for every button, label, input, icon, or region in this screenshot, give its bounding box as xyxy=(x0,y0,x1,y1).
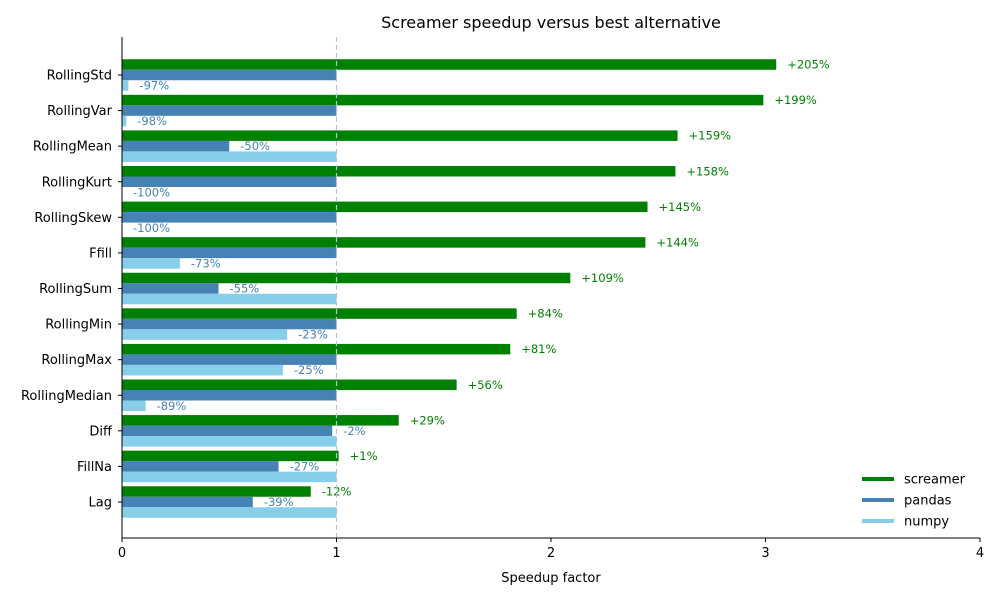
bar-screamer-lag xyxy=(122,486,311,497)
data-label-screamer-rollingkurt: +158% xyxy=(686,164,729,178)
bars-layer xyxy=(122,59,777,518)
bar-numpy-rollingsum xyxy=(122,293,337,305)
y-tick-label: RollingVar xyxy=(47,104,113,119)
bar-pandas-rollingstd xyxy=(122,69,337,81)
bar-numpy-diff xyxy=(122,436,337,447)
bar-pandas-diff xyxy=(122,425,333,437)
data-label-numpy-rollingstd: -97% xyxy=(139,79,169,93)
x-tick-label: 3 xyxy=(761,546,769,561)
bar-screamer-rollingstd xyxy=(122,59,777,70)
data-label-numpy-rollingskew: -100% xyxy=(133,221,170,235)
data-label-numpy-rollingkurt: -100% xyxy=(133,185,170,199)
bar-screamer-rollingsum xyxy=(122,272,571,284)
legend-label-pandas: pandas xyxy=(904,494,952,509)
bar-pandas-rollingmin xyxy=(122,318,337,330)
data-label-screamer-rollingmax: +81% xyxy=(521,342,556,356)
chart-title: Screamer speedup versus best alternative xyxy=(381,13,721,32)
y-tick-label: RollingMax xyxy=(41,353,112,368)
y-tick-label: Lag xyxy=(89,496,112,511)
bar-pandas-rollingmedian xyxy=(122,390,337,401)
bar-pandas-rollingkurt xyxy=(122,176,337,187)
y-tick-label: Ffill xyxy=(89,246,112,261)
legend-label-numpy: numpy xyxy=(904,515,949,530)
y-tick-label: RollingSkew xyxy=(34,211,112,226)
x-tick-label: 1 xyxy=(332,546,340,561)
y-tick-label: FillNa xyxy=(77,460,112,475)
y-tick-label: RollingStd xyxy=(47,69,112,84)
data-label-screamer-ffill: +144% xyxy=(656,235,699,249)
data-label-screamer-diff: +29% xyxy=(410,413,445,427)
bar-screamer-ffill xyxy=(122,237,646,248)
bar-numpy-ffill xyxy=(122,258,180,269)
y-tick-label: RollingMean xyxy=(33,140,112,155)
bar-numpy-rollingstd xyxy=(122,80,129,91)
bar-numpy-lag xyxy=(122,507,337,518)
y-tick-label: Diff xyxy=(89,424,113,439)
data-label-screamer-rollingvar: +199% xyxy=(774,93,817,107)
bar-pandas-ffill xyxy=(122,247,337,259)
y-tick-label: RollingMin xyxy=(45,318,112,333)
bar-numpy-rollingvar xyxy=(122,115,127,127)
bar-screamer-rollingmedian xyxy=(122,379,457,390)
bar-pandas-rollingmean xyxy=(122,140,230,152)
y-tick-label: RollingSum xyxy=(39,282,112,297)
bar-screamer-rollingskew xyxy=(122,201,648,213)
legend: screamer pandas numpy xyxy=(862,473,966,530)
bar-numpy-fillna xyxy=(122,471,337,483)
bar-screamer-rollingkurt xyxy=(122,166,676,177)
bar-screamer-fillna xyxy=(122,450,339,462)
data-label-screamer-fillna: +1% xyxy=(350,449,378,463)
data-labels-layer: +205% -97% +199% -98% +159% -50% +158% -100% +14… xyxy=(133,58,830,510)
x-tick-label: 0 xyxy=(118,546,126,561)
data-label-screamer-rollingmean: +159% xyxy=(689,129,732,143)
bar-screamer-rollingmin xyxy=(122,308,517,319)
bar-numpy-rollingmean xyxy=(122,151,337,162)
data-label-screamer-rollingmedian: +56% xyxy=(468,378,503,392)
data-label-pandas-lag: -39% xyxy=(264,495,294,509)
bar-screamer-rollingvar xyxy=(122,94,764,106)
y-tick-label: RollingMedian xyxy=(21,389,112,404)
bar-pandas-lag xyxy=(122,496,253,508)
bar-pandas-rollingvar xyxy=(122,105,337,116)
x-tick-label: 2 xyxy=(547,546,555,561)
y-tick-label: RollingKurt xyxy=(42,175,112,190)
legend-label-screamer: screamer xyxy=(904,473,966,488)
bar-numpy-rollingmin xyxy=(122,329,288,340)
bar-screamer-diff xyxy=(122,415,399,426)
axes-layer: RollingStd RollingVar RollingMean RollingKu… xyxy=(21,37,984,561)
data-label-pandas-rollingmean: -50% xyxy=(240,139,270,153)
data-label-pandas-fillna: -27% xyxy=(290,459,320,473)
data-label-numpy-rollingmax: -25% xyxy=(294,363,324,377)
data-label-screamer-lag: -12% xyxy=(322,485,352,499)
x-axis-title: Speedup factor xyxy=(501,571,601,586)
bar-numpy-rollingmedian xyxy=(122,400,146,411)
x-tick-label: 4 xyxy=(976,546,984,561)
bar-pandas-rollingsum xyxy=(122,283,219,294)
data-label-pandas-diff: -2% xyxy=(343,424,365,438)
bar-numpy-rollingmax xyxy=(122,364,283,376)
bar-pandas-rollingskew xyxy=(122,212,337,223)
data-label-numpy-rollingvar: -98% xyxy=(137,114,167,128)
data-label-screamer-rollingmin: +84% xyxy=(528,307,563,321)
bar-pandas-fillna xyxy=(122,461,279,472)
bar-screamer-rollingmax xyxy=(122,343,511,355)
data-label-screamer-rollingsum: +109% xyxy=(581,271,624,285)
bar-pandas-rollingmax xyxy=(122,354,337,365)
data-label-numpy-ffill: -73% xyxy=(191,256,221,270)
data-label-screamer-rollingstd: +205% xyxy=(787,58,830,72)
data-label-screamer-rollingskew: +145% xyxy=(659,200,702,214)
data-label-numpy-rollingmin: -23% xyxy=(298,328,328,342)
bar-screamer-rollingmean xyxy=(122,130,678,141)
data-label-numpy-rollingmedian: -89% xyxy=(157,399,187,413)
data-label-pandas-rollingsum: -55% xyxy=(230,282,260,296)
